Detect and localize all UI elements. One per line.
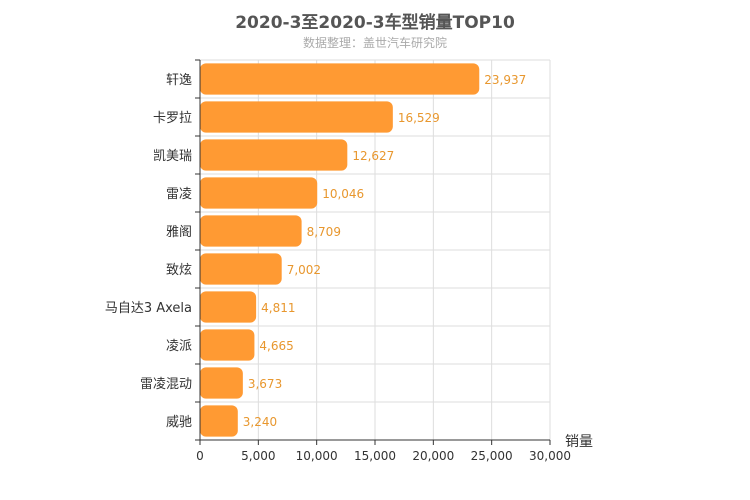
x-tick-label: 20,000 <box>412 449 454 463</box>
y-tick-label: 威驰 <box>166 415 192 430</box>
x-tick-label: 30,000 <box>529 449 571 463</box>
y-tick-label: 卡罗拉 <box>153 111 192 126</box>
bar <box>200 63 480 95</box>
data-label: 4,665 <box>259 339 293 353</box>
data-label: 3,240 <box>243 415 277 429</box>
y-tick-label: 马自达3 Axela <box>105 301 192 316</box>
chart-title: 2020-3至2020-3车型销量TOP10 <box>235 13 515 33</box>
data-label: 8,709 <box>307 225 341 239</box>
bar <box>200 367 243 399</box>
chart-subtitle: 数据整理：盖世汽车研究院 <box>302 36 447 50</box>
data-label: 3,673 <box>248 377 282 391</box>
x-tick-label: 15,000 <box>354 449 396 463</box>
bar <box>200 405 238 437</box>
bar <box>200 215 302 247</box>
bar <box>200 101 393 133</box>
data-label: 23,937 <box>484 73 526 87</box>
data-label: 10,046 <box>322 187 364 201</box>
x-tick-label: 10,000 <box>296 449 338 463</box>
x-tick-label: 25,000 <box>471 449 513 463</box>
bar <box>200 139 348 171</box>
y-tick-label: 雅阁 <box>166 225 192 240</box>
data-label: 12,627 <box>352 149 394 163</box>
x-axis-name: 销量 <box>565 434 593 450</box>
y-tick-label: 凯美瑞 <box>153 149 192 164</box>
y-tick-label: 雷凌 <box>166 187 192 202</box>
bar <box>200 329 255 361</box>
bar-series: 23,937 16,529 12,627 10,046 8,709 7,002 4,811 4… <box>200 63 526 437</box>
y-tick-label: 轩逸 <box>166 73 192 88</box>
bar <box>200 253 282 285</box>
y-tick-label: 雷凌混动 <box>140 377 192 392</box>
y-tick-label: 凌派 <box>166 339 192 354</box>
grid-lines <box>200 59 551 441</box>
data-label: 4,811 <box>261 301 295 315</box>
data-label: 7,002 <box>287 263 321 277</box>
x-tick-label: 0 <box>196 449 204 463</box>
bar <box>200 291 257 323</box>
y-tick-label: 致炫 <box>166 262 192 278</box>
x-tick-label: 5,000 <box>241 449 275 463</box>
data-label: 16,529 <box>398 111 440 125</box>
bar <box>200 177 318 209</box>
